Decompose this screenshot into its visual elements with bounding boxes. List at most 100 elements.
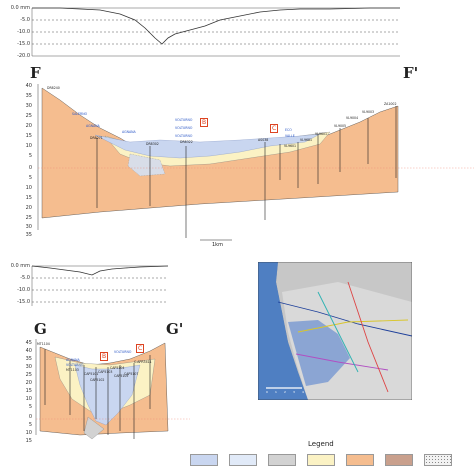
ff-label-right: F' [403, 64, 419, 82]
ff-depth-tick: 35 [25, 232, 32, 238]
map-section-line [347, 281, 389, 393]
ff-depth-tick: 5 [28, 153, 32, 159]
gg-depth-tick: 45 [25, 340, 32, 346]
ff-depth-tick: 25 [25, 113, 32, 119]
ff-top-tick: -20.0 [17, 53, 30, 59]
gg-well-label: CAP5104 [110, 366, 125, 370]
gg-well-label: CAP5101 [84, 372, 99, 376]
map-lagoon [288, 320, 350, 386]
ff-top-tick: -15.0 [17, 41, 30, 47]
legend-swatch-pale-yellow [307, 454, 335, 466]
ff-depth-tick: 5 [28, 175, 32, 181]
gg-top-tick: 0.0 mm [10, 263, 30, 269]
gg-label-left: G [34, 320, 47, 338]
ff-well-label: SALERNO [72, 112, 88, 116]
gg-subsidence-curve [31, 265, 169, 276]
gg-depth-tick: 15 [25, 388, 32, 394]
gg-depth-tick: 5 [28, 422, 32, 428]
ff-depth-tick: 15 [25, 133, 32, 139]
gg-depth-tick: 10 [25, 396, 32, 402]
ff-well-label: VOLTURNO [175, 126, 193, 130]
ff-depth-tick: 40 [25, 83, 32, 89]
gg-depth-tick: 20 [25, 380, 32, 386]
ff-depth-tick: 35 [25, 93, 32, 99]
gg-well-label: CAP5105 [114, 374, 129, 378]
ff-well-label: ZA1002 [384, 102, 397, 106]
ff-well-label: AS038 [258, 138, 269, 142]
legend-swatch-gray [268, 454, 296, 466]
ff-top-tick: -5.0 [20, 17, 30, 23]
ff-depth-tick: 10 [25, 143, 32, 149]
ff-cross-section [37, 84, 474, 241]
ff-well-label: ECO [285, 128, 292, 132]
map-scale-tick: 3 [293, 390, 295, 394]
ff-well-label: VL9004 [346, 116, 359, 120]
map-sea [258, 262, 308, 400]
map-scale-tick: 1 [275, 390, 277, 394]
gg-depth-tick: 10 [25, 430, 32, 436]
gg-depth-tick: 40 [25, 348, 32, 354]
gg-cross-section [35, 339, 190, 440]
ff-blue-layer [94, 133, 321, 159]
ff-depth-tick: 0 [28, 165, 32, 171]
gg-well-label: CAP5102 [90, 378, 105, 382]
ff-well-label: DR8271 [90, 136, 103, 140]
ff-well-label: AGNANA [86, 124, 100, 128]
ff-well-label: VOLTURNO [175, 118, 193, 122]
ff-well-label: VL9601 [315, 132, 328, 136]
gg-depth-tick: 5 [28, 404, 32, 410]
legend-swatch-pale-blue [229, 454, 257, 466]
ff-well-label: VL9681 [300, 138, 313, 142]
gg-well-label: VOLTURNO [66, 363, 84, 367]
map-section-line [295, 353, 389, 371]
ff-marker-b: B [200, 118, 209, 127]
gg-well-label: VOLTURNO [114, 350, 132, 354]
map-section-line [317, 291, 359, 373]
gg-well-label: MT1104 [37, 342, 50, 346]
ff-well-label: DR8240 [47, 86, 60, 90]
ff-well-label: VL9003 [362, 110, 375, 114]
legend-swatch-dotted [424, 454, 452, 466]
gg-well-label: C.APR3411 [134, 360, 152, 364]
location-map [258, 262, 412, 400]
gg-depth-tick: 25 [25, 372, 32, 378]
ff-top-tick: 0.0 mm [10, 5, 30, 11]
ff-well-label: DR8322 [180, 140, 193, 144]
map-section-line [297, 319, 409, 333]
ff-dotted-patch [127, 153, 166, 177]
gg-top-tick: -15.0 [17, 299, 30, 305]
gg-depth-tick: 0 [28, 414, 32, 420]
gg-top-tick: -5.0 [20, 275, 30, 281]
legend-swatch-sand [346, 454, 374, 466]
ff-subsidence-chart [31, 7, 400, 57]
gg-gray-layer [83, 416, 105, 440]
gg-well-label: MT1103 [66, 368, 79, 372]
ff-well-label: VALLE [285, 134, 295, 138]
map-scale-tick: 2 [284, 390, 286, 394]
ff-depth-tick: 25 [25, 215, 32, 221]
ff-depth-tick: 20 [25, 123, 32, 129]
ff-label-left: F [30, 64, 41, 82]
ff-depth-tick: 15 [25, 195, 32, 201]
gg-marker-b: B [100, 352, 109, 361]
gg-well-label: CAP5103 [98, 370, 113, 374]
map-river [277, 301, 412, 337]
gg-well-label: AGNANA [66, 358, 80, 362]
gg-depth-tick: 35 [25, 356, 32, 362]
ff-depth-tick: 20 [25, 205, 32, 211]
gg-blue-layer [74, 364, 141, 426]
legend-swatch-brown [385, 454, 413, 466]
ff-well-label: DR8302 [146, 142, 159, 146]
ff-well-label: VL9005 [334, 124, 347, 128]
map-scale-tick: 0 [266, 390, 268, 394]
ff-depth-tick: 10 [25, 185, 32, 191]
legend-swatch-light-blue [190, 454, 218, 466]
gg-depth-tick: 30 [25, 364, 32, 370]
gg-label-right: G' [166, 320, 184, 338]
gg-top-tick: -10.0 [17, 287, 30, 293]
ff-top-tick: -10.0 [17, 29, 30, 35]
ff-depth-tick: 30 [25, 224, 32, 230]
ff-well-label: VOLTURNO [175, 134, 193, 138]
ff-well-label: VL9601 [284, 144, 297, 148]
ff-depth-tick: 30 [25, 103, 32, 109]
